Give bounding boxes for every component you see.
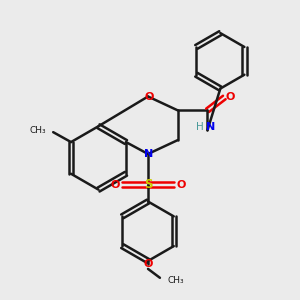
Text: O: O (176, 180, 185, 190)
Text: O: O (111, 180, 120, 190)
Text: O: O (143, 259, 153, 269)
Text: N: N (144, 149, 154, 159)
Text: CH₃: CH₃ (168, 276, 184, 285)
Text: O: O (226, 92, 235, 103)
Text: CH₃: CH₃ (30, 126, 46, 135)
Text: O: O (144, 92, 154, 101)
Text: S: S (144, 178, 152, 191)
Text: N: N (206, 122, 215, 132)
Text: H: H (196, 122, 203, 132)
